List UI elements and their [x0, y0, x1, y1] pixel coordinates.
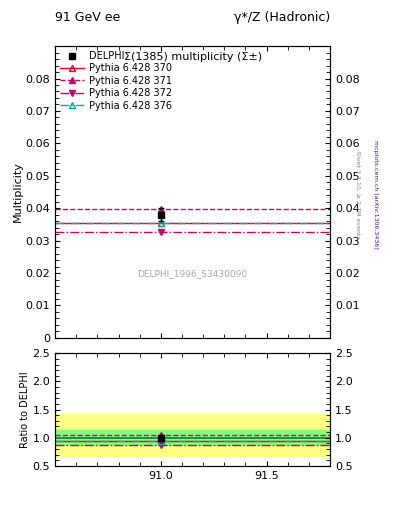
Text: 91 GeV ee: 91 GeV ee [55, 11, 120, 25]
Legend: DELPHI, Pythia 6.428 370, Pythia 6.428 371, Pythia 6.428 372, Pythia 6.428 376: DELPHI, Pythia 6.428 370, Pythia 6.428 3… [58, 49, 174, 113]
Text: mcplots.cern.ch [arXiv:1306.3436]: mcplots.cern.ch [arXiv:1306.3436] [373, 140, 378, 249]
Text: DELPHI_1996_S3430090: DELPHI_1996_S3430090 [138, 269, 248, 278]
Text: γ*/Z (Hadronic): γ*/Z (Hadronic) [234, 11, 330, 25]
Text: Σ(1385) multiplicity (Σ±): Σ(1385) multiplicity (Σ±) [123, 52, 262, 62]
Y-axis label: Ratio to DELPHI: Ratio to DELPHI [20, 371, 29, 448]
Y-axis label: Multiplicity: Multiplicity [13, 162, 23, 222]
Text: Rivet 3.1.10, ≥ 2.7M events: Rivet 3.1.10, ≥ 2.7M events [355, 151, 360, 239]
